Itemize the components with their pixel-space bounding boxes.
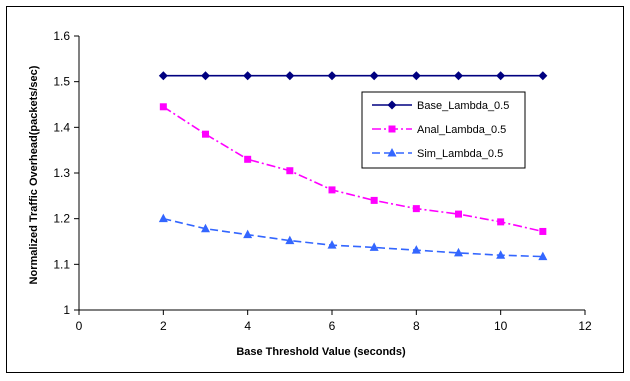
data-point [159, 103, 167, 111]
data-point [496, 71, 506, 81]
x-tick-label: 0 [76, 319, 83, 333]
data-point [369, 242, 379, 251]
x-tick-label: 12 [578, 319, 592, 333]
series-3 [158, 213, 548, 261]
data-point [327, 240, 337, 249]
y-tick-label: 1.4 [53, 120, 70, 134]
data-point [411, 245, 421, 254]
legend-label: Sim_Lambda_0.5 [417, 148, 503, 160]
data-point [412, 205, 420, 213]
legend-label: Anal_Lambda_0.5 [417, 124, 506, 136]
data-point [455, 210, 462, 218]
data-point [538, 71, 548, 81]
data-point [411, 71, 421, 81]
x-tick-label: 6 [329, 319, 336, 333]
data-point [243, 229, 253, 239]
y-tick-label: 1.5 [53, 75, 70, 89]
data-point [369, 71, 379, 81]
series-line [162, 106, 544, 233]
y-tick-label: 1.6 [53, 29, 70, 43]
legend-label: Base_Lambda_0.5 [417, 100, 509, 112]
axes: 1 1.1 1.2 1.3 1.4 1.5 1.6 0 2 4 6 8 10 12 [53, 29, 592, 333]
y-tick-label: 1.2 [53, 212, 70, 226]
data-point [201, 223, 210, 233]
data-point [285, 71, 295, 81]
data-point [286, 167, 294, 175]
x-tick-label: 2 [160, 319, 167, 333]
y-tick-label: 1.3 [53, 166, 70, 180]
y-axis-title: Normalized Traffic Overhead(packets/sec) [28, 65, 40, 284]
data-point [202, 130, 209, 138]
series-layer [158, 71, 548, 261]
series-line [163, 217, 543, 258]
data-point [539, 227, 547, 235]
data-point [496, 250, 506, 259]
data-point [454, 71, 463, 81]
series-2 [159, 103, 547, 235]
x-tick-label: 10 [494, 319, 508, 333]
data-point [158, 213, 168, 223]
data-point [244, 155, 252, 163]
x-axis-title: Base Threshold Value (seconds) [236, 346, 406, 358]
data-point [370, 196, 378, 204]
data-point [201, 71, 210, 81]
data-point [158, 71, 168, 81]
data-point [454, 247, 463, 257]
data-point [285, 235, 295, 245]
legend-marker [387, 148, 397, 157]
chart-frame [6, 6, 624, 373]
x-tick-label: 8 [413, 319, 420, 333]
x-tick-label: 4 [244, 319, 251, 333]
y-tick-label: 1.1 [53, 257, 70, 271]
series-1 [158, 71, 548, 81]
data-point [538, 251, 548, 261]
legend: Base_Lambda_0.5 Anal_Lambda_0.5 Sim_Lambda… [361, 91, 526, 169]
data-point [497, 218, 505, 226]
y-tick-label: 1 [63, 303, 70, 317]
data-point [328, 186, 336, 194]
data-point [327, 71, 337, 81]
data-point [243, 71, 253, 81]
legend-marker [388, 125, 396, 133]
legend-marker [387, 100, 397, 110]
